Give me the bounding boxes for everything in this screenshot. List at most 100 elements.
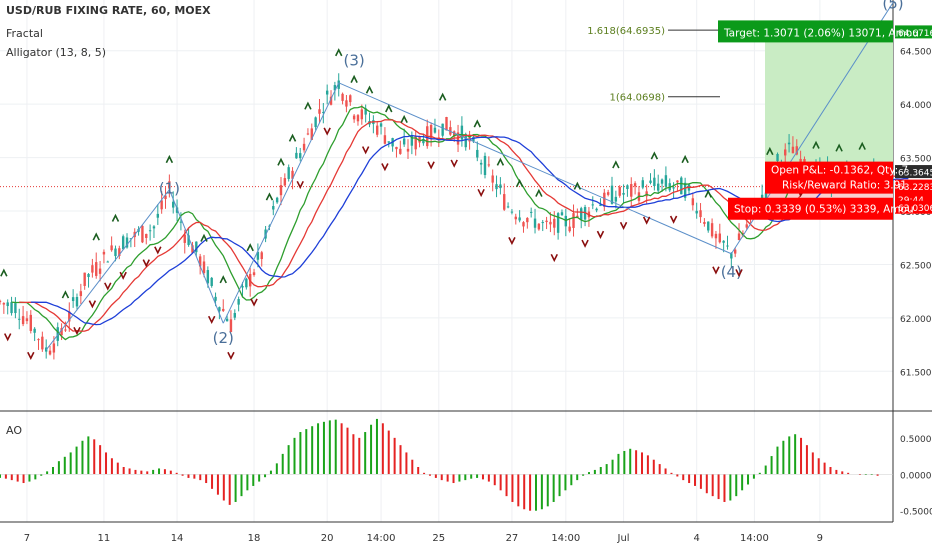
candle-body [95,262,98,276]
candle-body [541,222,544,224]
fractal-up-marker [246,243,254,252]
candle-body [379,123,383,127]
candle-body [653,177,656,186]
candle-body [745,224,748,228]
ao-histogram [0,418,893,511]
candle-body [603,192,606,207]
candle-body [487,164,491,166]
fractal-up-marker [92,232,100,241]
candle-body [145,233,148,238]
candle-body [225,318,229,322]
fractal-up-marker [438,92,447,101]
candle-body [75,296,79,307]
candle-body [410,135,414,146]
candle-body [479,162,483,165]
fractal-up-marker [385,104,393,113]
fractal-up-marker [681,154,689,164]
candle-body [614,196,618,202]
candle-body [476,149,479,158]
stop-label-text: Stop: 0.3339 (0.53%) 3339, Amou [734,204,914,216]
fractal-down-marker [735,269,743,278]
candle-body [275,197,279,203]
fractal-down-marker [427,161,435,170]
fractal-up-marker [473,119,482,128]
candle-body [707,221,710,231]
ao-panel-label[interactable]: AO [6,424,22,437]
candle-body [164,195,167,200]
candle-body [79,291,83,297]
target-label-text: Target: 1.3071 (2.06%) 13071, Amou [723,27,919,39]
candle-body [376,125,379,135]
fractal-up-marker [612,160,620,169]
candle-body [118,248,121,256]
fractal-up-marker [650,151,659,160]
fractal-down-marker [73,326,81,336]
fractal-up-marker [858,141,866,150]
fractal-down-marker [477,188,485,198]
candle-body [337,80,340,89]
candle-body [237,299,240,305]
candle-body [641,180,645,188]
candle-body [549,221,552,225]
fractal-up-marker [0,268,8,277]
fractal-down-marker [250,298,258,307]
candle-body [175,207,179,213]
candle-body [198,256,202,267]
candle-body [272,206,275,210]
time-tick-label: 14:00 [740,533,769,544]
fractal-up-marker [535,188,543,197]
rr-label-text: Risk/Reward Ratio: 3.91 [782,180,907,192]
indicator-fractal-label[interactable]: Fractal [6,27,43,40]
price-axis-badge-text: 63.0306 [898,204,932,214]
candle-body [241,286,244,288]
candle-body [168,181,171,189]
candle-body [733,249,737,254]
candle-body [352,115,356,120]
candle-body [676,180,679,183]
indicator-alligator-label[interactable]: Alligator (13, 8, 5) [6,46,107,59]
candle-body [218,307,221,312]
wave-label: (1) [159,180,180,198]
fractal-up-marker [573,181,582,190]
time-tick-label: 25 [432,533,445,544]
candle-body [14,303,17,314]
candle-body [71,297,75,302]
candle-body [179,221,183,223]
candle-body [191,245,194,253]
fractal-up-marker [288,133,297,142]
candle-body [21,316,25,325]
candle-body [610,185,614,204]
candle-body [691,198,695,206]
fractal-up-marker [496,157,505,166]
candle-body [160,200,163,210]
fib-level-label: 1.618(64.6935) [587,26,665,37]
time-tick-label: 7 [24,533,30,544]
candle-body [649,180,652,183]
fractal-up-marker [704,189,712,198]
fractal-up-marker [350,74,358,83]
fractal-up-marker [265,192,274,201]
fractal-up-marker [835,143,843,152]
candle-body [791,146,795,154]
fractal-down-marker [323,127,331,136]
candle-body [680,177,683,195]
candle-body [302,143,306,151]
candle-body [437,137,441,139]
price-tick-label: 64.0000 [900,101,932,111]
candle-body [495,184,498,190]
time-tick-label: 18 [248,533,261,544]
fractal-down-marker [227,351,235,361]
fractal-down-marker [712,266,720,275]
price-tick-label: 64.5000 [900,48,932,58]
candle-body [306,133,310,135]
time-tick-label: Jul [617,533,630,544]
candle-body [64,329,67,331]
candle-body [156,213,160,218]
candle-body [529,211,533,213]
candle-body [252,272,256,276]
candle-body [287,167,290,179]
candle-body [591,204,594,206]
fractal-down-marker [154,246,162,255]
candle-body [522,222,525,227]
candle-body [787,142,791,145]
